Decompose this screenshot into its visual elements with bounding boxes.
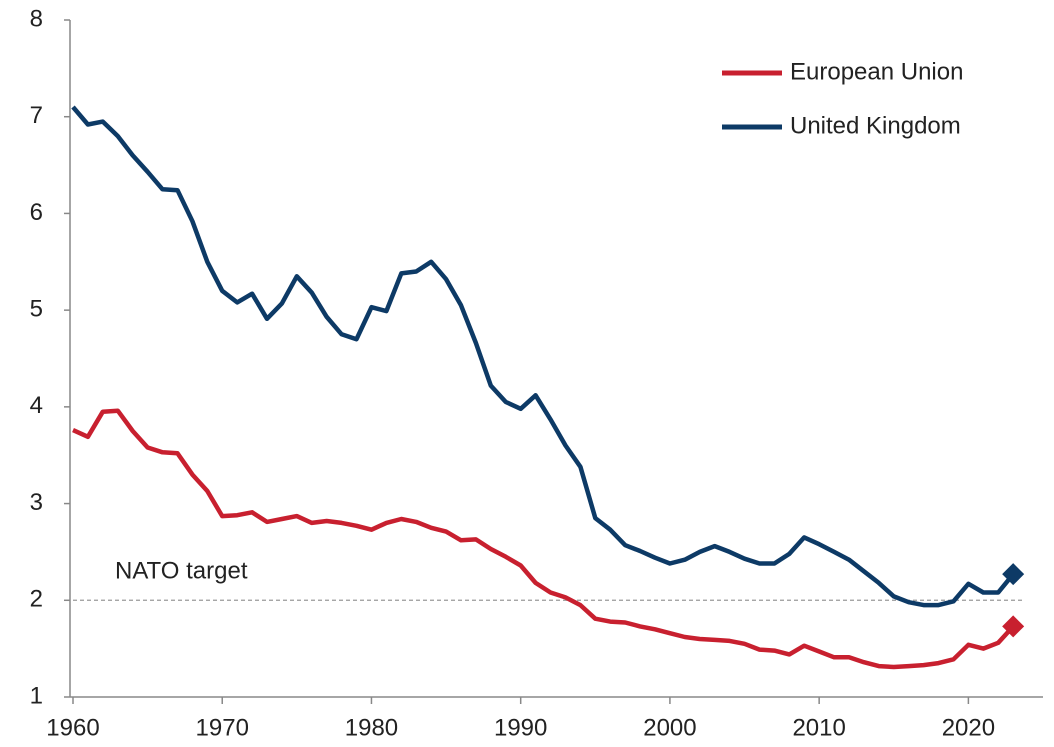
x-tick-label: 2010: [792, 714, 845, 741]
legend-label: United Kingdom: [790, 112, 961, 139]
y-tick-label: 1: [30, 682, 43, 709]
x-tick-label: 1970: [196, 714, 249, 741]
end-marker: [1002, 615, 1025, 638]
y-tick-label: 7: [30, 102, 43, 129]
x-tick-label: 1980: [345, 714, 398, 741]
series-line: [71, 105, 1015, 608]
legend-label: European Union: [790, 58, 963, 85]
y-tick-label: 5: [30, 295, 43, 322]
series-line: [72, 408, 1015, 670]
reference-label: NATO target: [115, 558, 248, 585]
x-tick-label: 1960: [46, 714, 99, 741]
y-tick-label: 8: [30, 5, 43, 32]
y-tick-label: 2: [30, 586, 43, 613]
end-marker: [1002, 563, 1025, 586]
y-tick-label: 6: [30, 199, 43, 226]
x-tick-label: 2020: [942, 714, 995, 741]
x-tick-label: 2000: [643, 714, 696, 741]
x-tick-label: 1990: [494, 714, 547, 741]
y-tick-label: 3: [30, 489, 43, 516]
y-tick-label: 4: [30, 392, 43, 419]
